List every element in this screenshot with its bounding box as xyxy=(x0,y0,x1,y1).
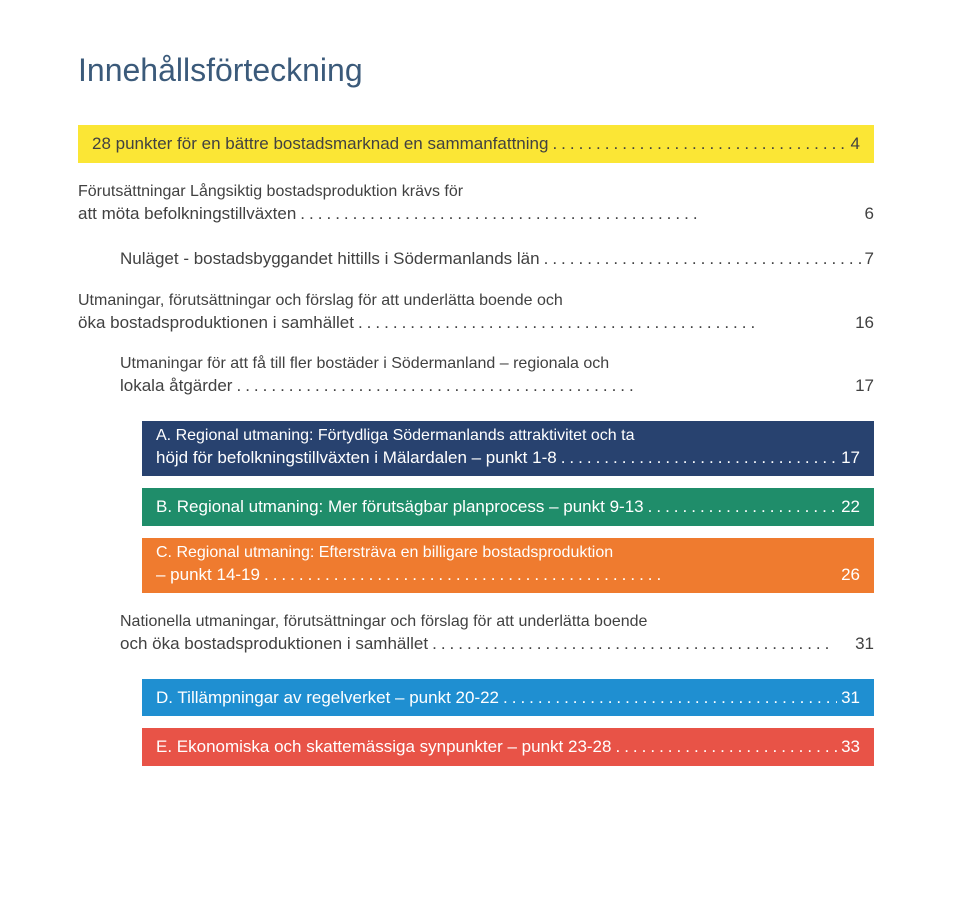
toc-page: 6 xyxy=(865,201,874,227)
toc-text-line2: att möta befolkningstillväxten xyxy=(78,201,296,227)
toc-text-line2: och öka bostadsproduktionen i samhället xyxy=(120,631,428,657)
leader-dots: ........................................… xyxy=(544,246,861,272)
toc-entry-4: Utmaningar, förutsättningar och förslag … xyxy=(78,292,874,336)
toc-text-line2: öka bostadsproduktionen i samhället xyxy=(78,310,354,336)
toc-page: 4 xyxy=(851,131,860,157)
toc-entry-11: E. Ekonomiska och skattemässiga synpunkt… xyxy=(142,728,874,766)
toc-text-line1: Utmaningar för att få till fler bostäder… xyxy=(120,355,874,373)
toc-text-line2: – punkt 14-19 xyxy=(156,562,260,588)
toc-page: 7 xyxy=(865,246,874,272)
leader-dots: ........................................… xyxy=(648,494,837,520)
toc-entry-8: C. Regional utmaning: Eftersträva en bil… xyxy=(142,538,874,594)
leader-dots: ........................................… xyxy=(615,734,837,760)
toc-text: D. Tillämpningar av regelverket – punkt … xyxy=(156,685,499,711)
toc-page: 26 xyxy=(841,562,860,588)
toc-entry-6: A. Regional utmaning: Förtydliga Söderma… xyxy=(142,421,874,477)
toc-page: 31 xyxy=(841,685,860,711)
toc-text: 28 punkter för en bättre bostadsmarknad … xyxy=(92,131,548,157)
toc-text-line1: Förutsättningar Långsiktig bostadsproduk… xyxy=(78,183,874,201)
toc-entry-10: D. Tillämpningar av regelverket – punkt … xyxy=(142,679,874,717)
toc-text-line1: A. Regional utmaning: Förtydliga Söderma… xyxy=(156,427,860,445)
toc-text-line2: lokala åtgärder xyxy=(120,373,232,399)
toc-entry-1: 28 punkter för en bättre bostadsmarknad … xyxy=(78,125,874,163)
toc-page: 17 xyxy=(855,373,874,399)
leader-dots: ........................................… xyxy=(300,201,860,227)
leader-dots: ........................................… xyxy=(432,631,851,657)
leader-dots: ........................................… xyxy=(264,562,837,588)
leader-dots: ........................................… xyxy=(236,373,851,399)
toc-text: B. Regional utmaning: Mer förutsägbar pl… xyxy=(156,494,644,520)
toc-text-line2: höjd för befolkningstillväxten i Mälarda… xyxy=(156,445,557,471)
toc-entry-5: Utmaningar för att få till fler bostäder… xyxy=(120,355,874,399)
toc-text-line1: Nationella utmaningar, förutsättningar o… xyxy=(120,613,874,631)
toc-page: 16 xyxy=(855,310,874,336)
toc-page: 33 xyxy=(841,734,860,760)
toc-page: 17 xyxy=(841,445,860,471)
toc-entry-7: B. Regional utmaning: Mer förutsägbar pl… xyxy=(142,488,874,526)
toc-entry-9: Nationella utmaningar, förutsättningar o… xyxy=(120,613,874,657)
leader-dots: ........................................… xyxy=(358,310,851,336)
leader-dots: ........................................… xyxy=(552,131,846,157)
page-title: Innehållsförteckning xyxy=(78,52,874,89)
toc-page: 22 xyxy=(841,494,860,520)
toc-text: E. Ekonomiska och skattemässiga synpunkt… xyxy=(156,734,611,760)
leader-dots: ........................................… xyxy=(561,445,837,471)
toc-text-line1: Utmaningar, förutsättningar och förslag … xyxy=(78,292,874,310)
toc-entry-3: Nuläget - bostadsbyggandet hittills i Sö… xyxy=(120,246,874,272)
toc-text: Nuläget - bostadsbyggandet hittills i Sö… xyxy=(120,246,540,272)
toc-page: 31 xyxy=(855,631,874,657)
toc-entry-2: Förutsättningar Långsiktig bostadsproduk… xyxy=(78,183,874,227)
toc-text-line1: C. Regional utmaning: Eftersträva en bil… xyxy=(156,544,860,562)
leader-dots: ........................................… xyxy=(503,685,837,711)
